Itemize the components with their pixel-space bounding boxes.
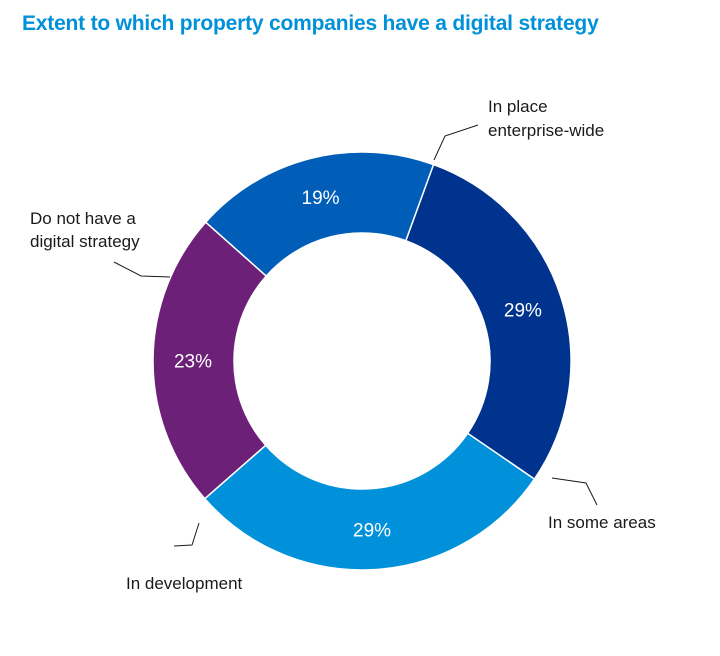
slice-label-3-line-0: Do not have a [30, 209, 136, 228]
donut-slices [152, 151, 572, 571]
donut-hole [233, 232, 491, 490]
slice-label-0-line-0: In place [488, 97, 548, 116]
slice-label-1-line-0: In some areas [548, 513, 656, 532]
chart-title: Extent to which property companies have … [22, 12, 599, 35]
value-label-3: 19% [302, 188, 340, 209]
leader-line-0 [433, 124, 479, 161]
leader-line-3 [113, 261, 171, 278]
slice-label-0-line-1: enterprise-wide [488, 121, 604, 140]
slice-label-2-line-0: In development [126, 574, 243, 593]
value-labels: 29% 29% 23% 19% [174, 188, 542, 542]
leader-line-1 [551, 477, 598, 506]
slice-label-3-line-1: digital strategy [30, 232, 140, 251]
value-label-1: 29% [353, 521, 391, 542]
leader-lines [113, 124, 598, 547]
value-label-0: 29% [504, 300, 542, 321]
value-label-2: 23% [174, 351, 212, 372]
leader-line-2 [173, 522, 200, 547]
slice-labels: In place enterprise-wide In some areas In d… [30, 97, 656, 593]
